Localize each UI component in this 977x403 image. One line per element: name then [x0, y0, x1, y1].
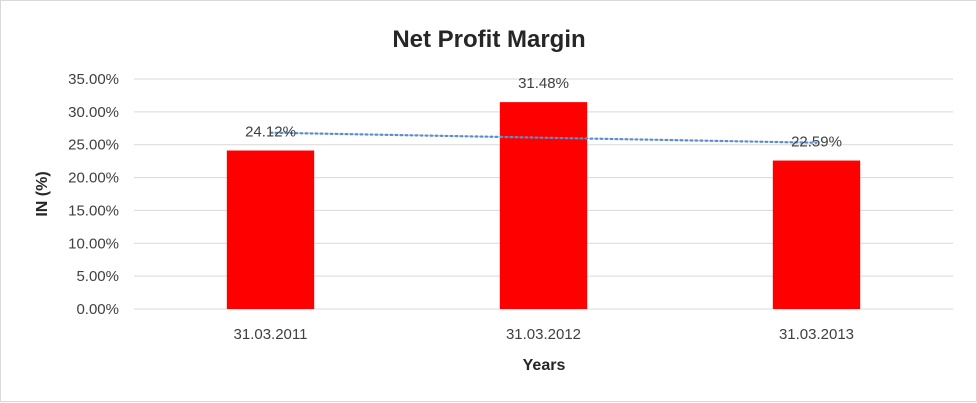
- data-label: 22.59%: [791, 134, 842, 151]
- y-tick-label: 20.00%: [68, 170, 119, 187]
- y-tick-label: 10.00%: [68, 235, 119, 252]
- x-tick-label: 31.03.2012: [506, 326, 581, 343]
- bar: [226, 150, 315, 309]
- y-axis-title: IN (%): [34, 171, 51, 216]
- y-tick-label: 35.00%: [68, 71, 119, 88]
- y-tick-label: 15.00%: [68, 202, 119, 219]
- bar: [499, 102, 588, 309]
- trendline: [269, 131, 818, 144]
- data-labels: 24.12% 31.48% 22.59%: [245, 75, 842, 150]
- x-tick-label: 31.03.2013: [779, 326, 854, 343]
- bars: [226, 102, 861, 309]
- trendline-line: [269, 131, 818, 144]
- x-axis-title: Years: [523, 357, 566, 374]
- x-tick-labels: 31.03.2011 31.03.2012 31.03.2013: [234, 326, 855, 343]
- bar: [772, 160, 861, 309]
- data-label: 31.48%: [518, 75, 569, 92]
- y-tick-label: 25.00%: [68, 137, 119, 154]
- chart-title: Net Profit Margin: [392, 26, 585, 53]
- y-tick-label: 0.00%: [76, 301, 119, 318]
- y-tick-label: 5.00%: [76, 268, 119, 285]
- data-label: 24.12%: [245, 123, 296, 140]
- x-tick-label: 31.03.2011: [234, 326, 308, 343]
- y-tick-label: 30.00%: [68, 104, 119, 121]
- y-tick-labels: 0.00% 5.00% 10.00% 15.00% 20.00% 25.00% 30.00%…: [68, 71, 119, 318]
